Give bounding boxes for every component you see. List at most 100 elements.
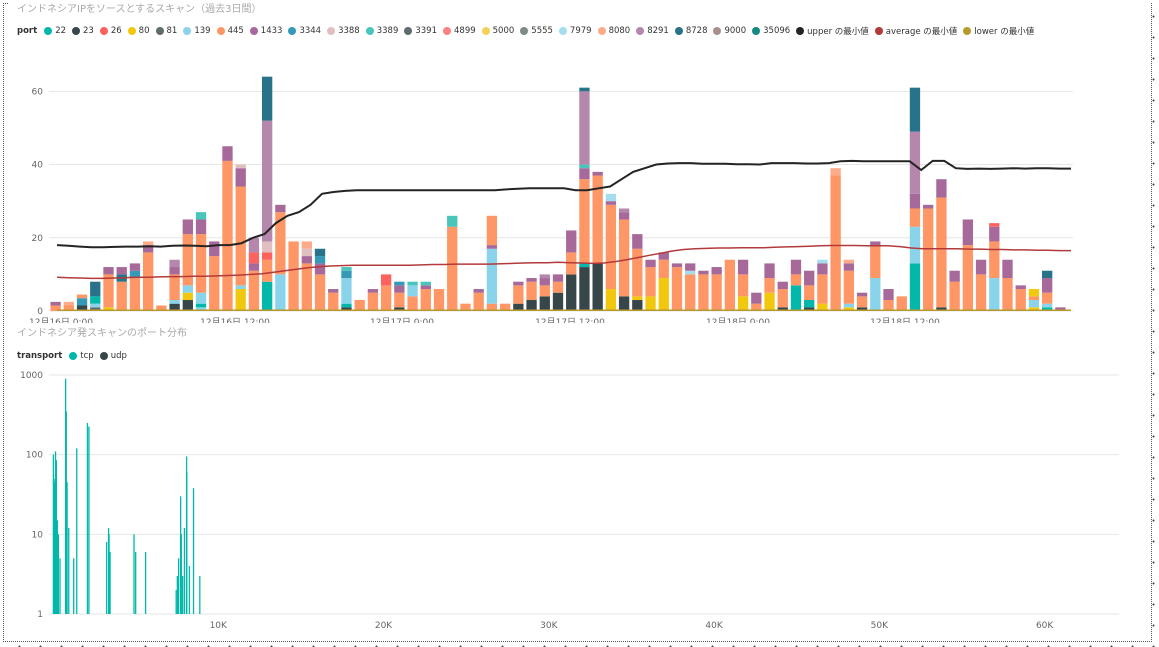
bar-segment [314,248,326,257]
bar-segment [804,285,815,301]
bar-segment [116,267,127,275]
legend-dot-icon [713,27,722,35]
bar-segment [380,274,392,286]
legend-label: 26 [110,26,122,36]
bar-segment [737,274,749,297]
port-legend[interactable]: port 22 23 26 80 81 139 445 1433 3344 3388 3389 339… [17,25,1040,37]
bar-segment [539,274,550,279]
chart-title: インドネシア発スキャンのポート分布 [17,328,187,339]
legend-dot-icon [963,27,972,35]
bar-segment [632,296,643,301]
bar-segment [804,300,815,308]
bar-segment [936,197,947,308]
legend-label: 5000 [492,26,515,36]
port-bar-chart[interactable]: 1 10 100 1000 10K 20K 30K 40K 50K 60K [9,323,1151,639]
legend-dot-icon [404,27,413,35]
bar-segment [275,212,286,275]
legend-item[interactable]: 1433 [249,26,283,36]
bar-segment [671,267,683,311]
legend-item[interactable]: 3388 [327,26,360,36]
bar-segment [169,300,180,304]
bar-segment [248,263,260,271]
bar-segment [195,212,207,220]
legend-dot-icon [288,27,297,35]
legend-item[interactable]: 22 [44,26,66,36]
bar-segment [870,241,881,246]
bar-segment [169,259,180,268]
legend-item[interactable]: 26 [99,26,122,36]
bar-segment [209,241,220,257]
bar-segment [552,281,564,293]
legend-item[interactable]: 445 [216,26,244,36]
legend-item[interactable]: 80 [127,26,150,36]
legend-item[interactable]: upper の最小値 [796,25,869,37]
upper-line [56,159,1071,249]
bar-segment [817,274,828,304]
bar-segment [751,292,762,304]
legend-item[interactable]: tcp [69,351,94,361]
port-bar [88,426,90,614]
legend-item[interactable]: average の最小値 [874,25,957,37]
legend-item[interactable]: 35096 [752,26,790,36]
legend-label: 3391 [415,26,437,36]
bar-segment [658,252,669,260]
legend-dot-icon [216,27,225,35]
port-distribution-visual[interactable]: インドネシア発スキャンのポート分布 transport tcp udp 1 10 10… [9,323,1151,639]
y-tick-label: 40 [32,161,44,171]
bar-segment [605,204,617,290]
scan-timeline-visual[interactable]: インドネシアIPをソースとするスキャン（過去3日間） port 22 23 26 80… [9,0,1151,325]
bar-segment [513,303,524,311]
legend-item[interactable]: 139 [183,26,211,36]
legend-item[interactable]: 5000 [481,26,515,36]
bar-segment [209,256,220,311]
legend-item[interactable]: lower の最小値 [963,25,1034,37]
bar-segment [433,289,445,311]
legend-dot-icon [44,27,53,35]
legend-item[interactable]: 23 [72,26,94,36]
legend-dot-icon [636,27,645,35]
legend-item[interactable]: 5555 [520,26,553,36]
legend-item[interactable]: udp [99,351,127,361]
bar-segment [76,298,88,306]
port-bar [55,460,58,614]
legend-item[interactable]: 8728 [674,26,707,36]
bar-segment [592,171,603,176]
bar-segment [909,193,921,209]
bar-segment [1028,300,1040,308]
bar-segment [962,219,974,246]
legend-item[interactable]: 8291 [636,26,669,36]
legend-item[interactable]: 7979 [558,26,592,36]
legend-item[interactable]: 9000 [713,26,746,36]
transport-legend[interactable]: transport tcp udp [17,351,133,361]
y-tick-label: 10 [32,530,44,540]
legend-item[interactable]: 3391 [404,26,437,36]
legend-label: 1433 [260,26,283,36]
bar-segment [843,303,855,308]
legend-item[interactable]: 3344 [288,26,321,36]
bar-segment [275,204,286,213]
bar-segment [645,259,656,268]
port-bar [73,558,75,614]
stacked-bar-chart[interactable]: 0 20 40 60 12月16日 0:00 12月16日 12:00 12月17日 0:0… [9,0,1151,325]
bar-segment [261,252,273,260]
bar-segment [63,301,74,306]
legend-label: upper の最小値 [807,27,869,37]
y-tick-label: 0 [37,307,43,317]
y-tick-label: 1 [37,610,43,620]
y-tick-label: 20 [32,234,44,244]
bar-segment [777,289,788,308]
bar-segment [989,226,1000,242]
bar-segment [579,91,590,165]
legend-item[interactable]: 3389 [365,26,398,36]
legend-label: 9000 [724,26,747,36]
bar-segment [856,296,868,308]
legend-item[interactable]: 81 [155,26,177,36]
bar-segment [235,186,246,286]
bar-segment [552,274,564,282]
legend-item[interactable]: 8080 [597,26,630,36]
legend-item[interactable]: 4899 [443,26,476,36]
bar-segment [711,274,722,311]
bar-segment [605,193,617,202]
legend-dot-icon [327,27,336,35]
bar-segment [486,248,498,304]
